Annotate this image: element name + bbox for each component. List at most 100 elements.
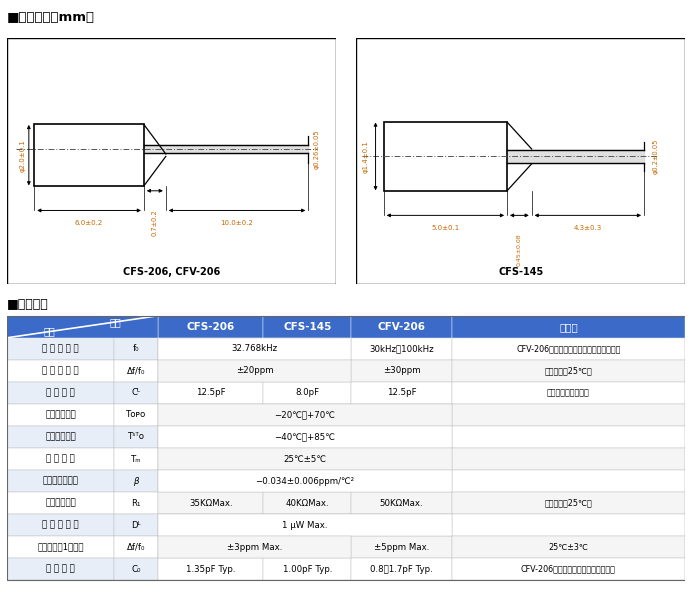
Bar — [7, 382, 114, 404]
Bar — [352, 382, 452, 404]
Bar — [452, 426, 685, 448]
Text: φ0.2±0.05: φ0.2±0.05 — [652, 139, 658, 174]
Bar — [263, 470, 352, 492]
Bar — [452, 470, 685, 492]
Bar — [114, 426, 158, 448]
Text: 0.8～1.7pF Typ.: 0.8～1.7pF Typ. — [370, 565, 433, 574]
Bar — [452, 558, 685, 580]
Bar — [158, 492, 263, 514]
Bar — [7, 316, 114, 338]
Bar — [352, 426, 452, 448]
Text: 0.7±0.2: 0.7±0.2 — [152, 210, 158, 236]
Text: 経時変化（1年目）: 経時変化（1年目） — [37, 543, 84, 552]
Text: 負 荷 容 量: 負 荷 容 量 — [46, 388, 75, 397]
Text: 基準温度（25℃）: 基準温度（25℃） — [545, 498, 592, 507]
Text: φ0.26±0.05: φ0.26±0.05 — [313, 129, 320, 169]
Text: 40KΩMax.: 40KΩMax. — [286, 498, 329, 507]
Bar — [352, 448, 452, 470]
Text: 30kHz～100kHz: 30kHz～100kHz — [370, 345, 434, 353]
Bar — [263, 316, 352, 338]
Bar — [114, 404, 158, 426]
Text: ±3ppm Max.: ±3ppm Max. — [227, 543, 282, 552]
Bar — [158, 514, 263, 536]
Bar — [114, 382, 158, 404]
Bar — [114, 492, 158, 514]
Text: Δf/f₀: Δf/f₀ — [127, 543, 145, 552]
Bar — [7, 448, 114, 470]
Bar — [7, 360, 114, 382]
Bar — [452, 338, 685, 360]
Bar — [263, 448, 352, 470]
Text: 等価直列抗抗: 等価直列抗抗 — [45, 498, 76, 507]
Bar — [7, 338, 114, 360]
Text: Dᴸ: Dᴸ — [131, 520, 141, 530]
Text: 25℃±5℃: 25℃±5℃ — [284, 455, 327, 464]
Text: 8.0pF: 8.0pF — [295, 388, 320, 397]
Bar — [452, 382, 685, 404]
Bar — [352, 338, 452, 360]
Bar — [114, 558, 158, 580]
Text: ご希望に応じます。: ご希望に応じます。 — [547, 388, 590, 397]
Text: CFS-145: CFS-145 — [498, 267, 543, 277]
Bar — [158, 514, 452, 536]
Bar — [263, 514, 352, 536]
Bar — [158, 448, 452, 470]
Bar — [158, 426, 452, 448]
Text: 1.35pF Typ.: 1.35pF Typ. — [186, 565, 235, 574]
Text: 動作温度範囲: 動作温度範囲 — [45, 410, 76, 419]
Text: f₀: f₀ — [133, 345, 139, 353]
Text: 32.768kHz: 32.768kHz — [232, 345, 278, 353]
Text: ■外形尺法【mm】: ■外形尺法【mm】 — [7, 11, 95, 24]
Bar — [7, 316, 685, 580]
Bar — [158, 536, 352, 558]
Bar — [158, 338, 263, 360]
Bar — [452, 316, 685, 338]
Text: ±20ppm: ±20ppm — [236, 366, 273, 375]
Text: R₁: R₁ — [131, 498, 141, 507]
Bar — [352, 360, 452, 382]
Bar — [158, 338, 352, 360]
Bar — [452, 404, 685, 426]
Text: CFS-145: CFS-145 — [283, 322, 331, 332]
Bar — [7, 514, 114, 536]
Text: 0.45±0.08: 0.45±0.08 — [517, 233, 522, 266]
Text: −20℃～+70℃: −20℃～+70℃ — [275, 410, 336, 419]
Bar — [452, 514, 685, 536]
Text: 型名: 型名 — [110, 317, 122, 327]
Bar — [352, 536, 452, 558]
Bar — [114, 470, 158, 492]
Text: 12.5pF: 12.5pF — [387, 388, 417, 397]
Text: −40℃～+85℃: −40℃～+85℃ — [275, 433, 336, 442]
Text: Tᴏᴘᴏ: Tᴏᴘᴏ — [126, 410, 146, 419]
Bar — [7, 558, 114, 580]
Bar — [7, 470, 114, 492]
Bar — [352, 316, 452, 338]
Text: 頂 点 温 度: 頂 点 温 度 — [46, 455, 75, 464]
Text: CFS-206: CFS-206 — [187, 322, 235, 332]
Bar — [452, 492, 685, 514]
Bar — [452, 448, 685, 470]
Text: 基準温度（25℃）: 基準温度（25℃） — [545, 366, 592, 375]
Bar — [263, 382, 352, 404]
Bar — [452, 360, 685, 382]
Text: ±30ppm: ±30ppm — [383, 366, 421, 375]
Text: 1 μW Max.: 1 μW Max. — [282, 520, 328, 530]
Text: CFS-206, CFV-206: CFS-206, CFV-206 — [122, 267, 220, 277]
Bar — [263, 558, 352, 580]
Text: φ2.0±0.1: φ2.0±0.1 — [19, 139, 26, 172]
Bar — [263, 404, 352, 426]
Bar — [384, 122, 507, 191]
Bar — [452, 536, 685, 558]
Bar — [114, 338, 158, 360]
Text: ■標準仕様: ■標準仕様 — [7, 298, 48, 311]
Bar — [158, 360, 352, 382]
Bar — [114, 536, 158, 558]
Bar — [263, 338, 352, 360]
Bar — [158, 470, 263, 492]
Bar — [114, 316, 158, 338]
Text: CFV-206の周波数はお問い合わせ下さい。: CFV-206の周波数はお問い合わせ下さい。 — [516, 345, 621, 353]
Text: 35KΩMax.: 35KΩMax. — [189, 498, 233, 507]
Bar — [158, 382, 263, 404]
Bar — [7, 536, 114, 558]
Text: 並 列 容 量: 並 列 容 量 — [46, 565, 75, 574]
